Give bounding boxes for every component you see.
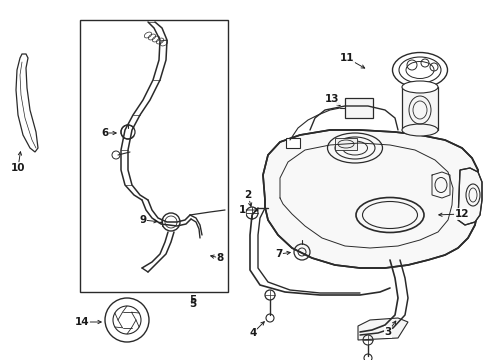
Text: 10: 10 bbox=[11, 163, 25, 173]
Text: 4: 4 bbox=[249, 328, 257, 338]
Text: 9: 9 bbox=[140, 215, 147, 225]
Text: 3: 3 bbox=[384, 327, 392, 337]
Text: 6: 6 bbox=[101, 128, 109, 138]
Polygon shape bbox=[263, 130, 478, 268]
Text: 12: 12 bbox=[455, 209, 469, 219]
Text: 7: 7 bbox=[275, 249, 283, 259]
Text: 14: 14 bbox=[74, 317, 89, 327]
Circle shape bbox=[246, 207, 258, 219]
Polygon shape bbox=[358, 318, 408, 340]
Text: 1: 1 bbox=[238, 205, 245, 215]
Text: 11: 11 bbox=[340, 53, 354, 63]
Text: 13: 13 bbox=[325, 94, 339, 104]
Bar bbox=[286, 138, 300, 148]
Bar bbox=[80, 20, 228, 292]
Text: 5: 5 bbox=[189, 295, 196, 305]
Text: 8: 8 bbox=[217, 253, 223, 263]
Polygon shape bbox=[458, 168, 482, 225]
Polygon shape bbox=[402, 87, 438, 130]
Text: 5: 5 bbox=[189, 299, 196, 309]
Text: 2: 2 bbox=[245, 190, 252, 200]
Circle shape bbox=[266, 314, 274, 322]
Bar bbox=[345, 98, 373, 118]
Ellipse shape bbox=[402, 124, 438, 136]
Ellipse shape bbox=[402, 81, 438, 93]
Bar bbox=[335, 138, 357, 150]
